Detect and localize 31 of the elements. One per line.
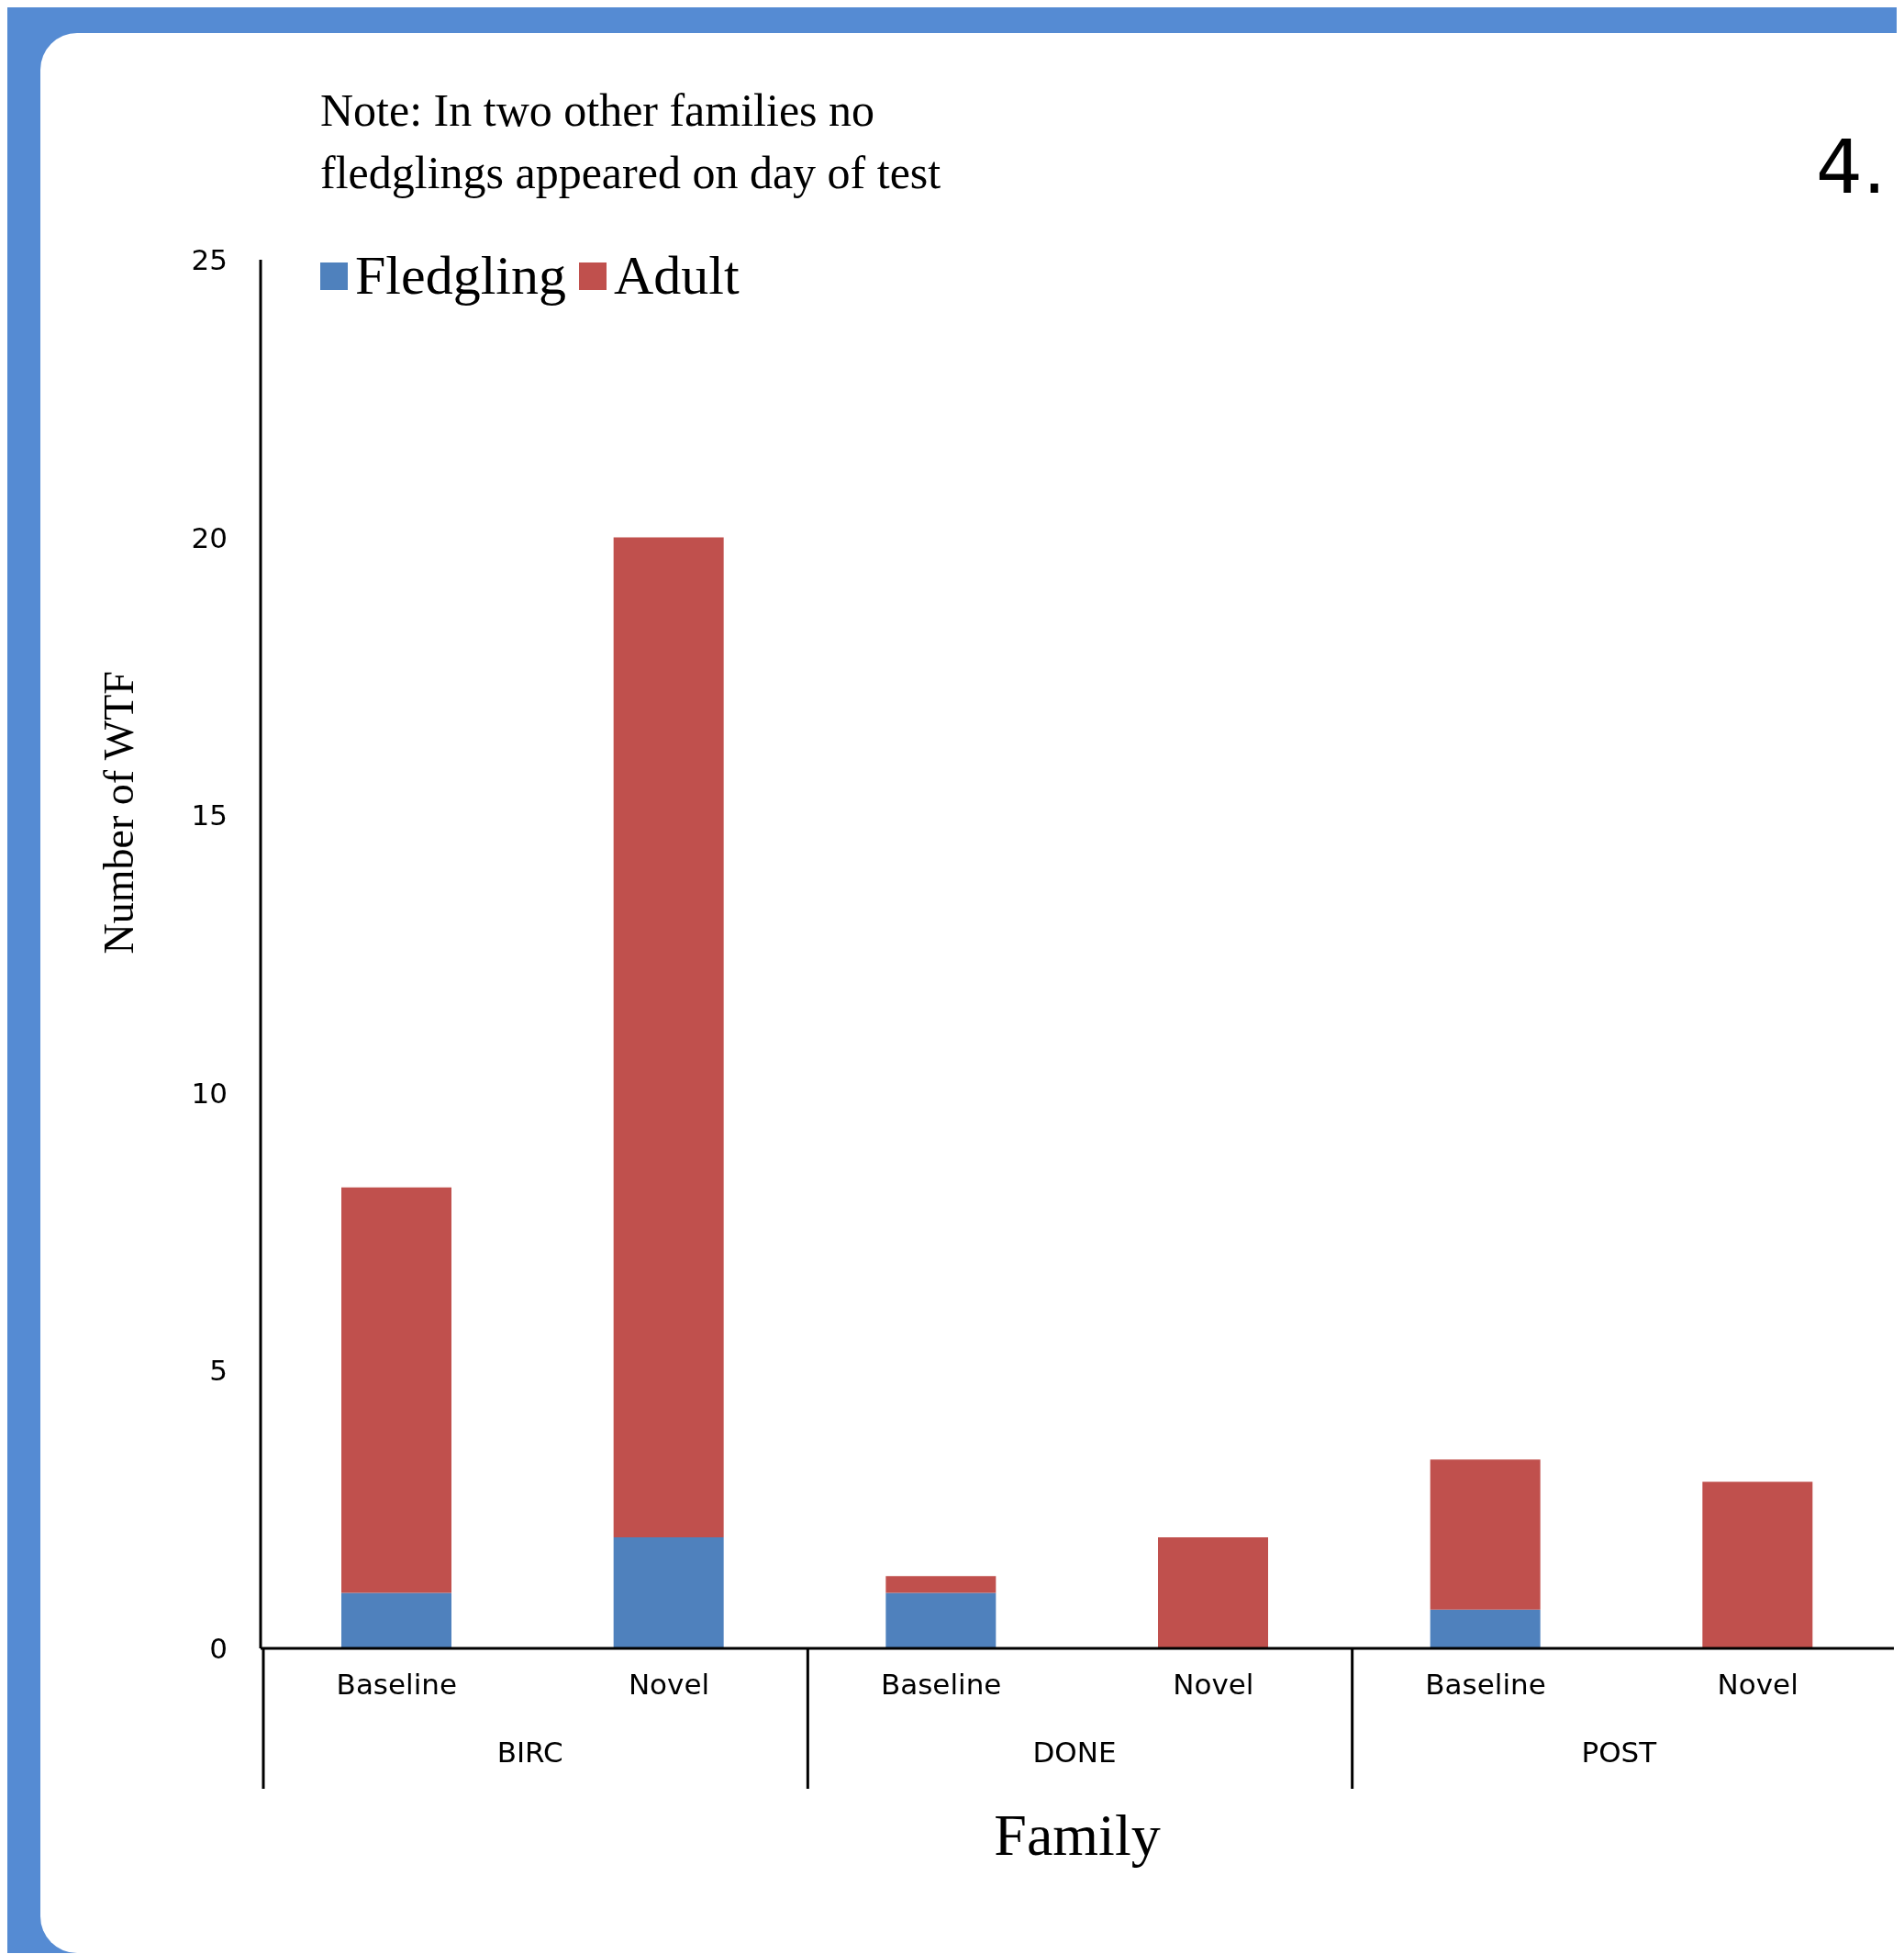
y-tick-label: 20 bbox=[191, 520, 228, 554]
x-tick-label: Baseline bbox=[1425, 1668, 1546, 1701]
bar bbox=[1430, 1609, 1541, 1648]
text: DONE bbox=[1032, 1736, 1117, 1769]
legend-label: Adult bbox=[614, 244, 740, 307]
text: BIRC bbox=[496, 1736, 563, 1769]
text: 4. bbox=[1816, 125, 1887, 210]
y-tick-label: 0 bbox=[209, 1632, 228, 1666]
bar bbox=[341, 1592, 451, 1648]
bar bbox=[613, 1536, 724, 1648]
text: Note: In two other families no fledglings appeared on day of test bbox=[320, 84, 942, 200]
x-tick-label: Novel bbox=[628, 1668, 710, 1701]
bar bbox=[613, 537, 724, 1537]
bar bbox=[341, 1187, 451, 1593]
legend-label: Fledgling bbox=[355, 244, 567, 307]
y-tick-label: 10 bbox=[191, 1076, 228, 1110]
bar bbox=[1430, 1459, 1541, 1610]
x-axis-title: Family bbox=[994, 1803, 1161, 1868]
x-tick-label: Novel bbox=[1717, 1668, 1798, 1701]
bar bbox=[885, 1576, 997, 1593]
x-tick-label: Baseline bbox=[880, 1668, 1002, 1701]
x-tick-label: Baseline bbox=[336, 1668, 458, 1701]
text: POST bbox=[1581, 1736, 1658, 1769]
y-tick-label: 25 bbox=[191, 243, 228, 277]
y-axis-title: Number of WTF bbox=[95, 671, 143, 955]
y-tick-label: 15 bbox=[191, 798, 228, 832]
bar bbox=[1158, 1536, 1268, 1648]
x-tick-label: Novel bbox=[1173, 1668, 1254, 1701]
bar bbox=[1702, 1481, 1813, 1648]
y-tick-label: 5 bbox=[209, 1354, 228, 1388]
bar bbox=[885, 1592, 997, 1648]
